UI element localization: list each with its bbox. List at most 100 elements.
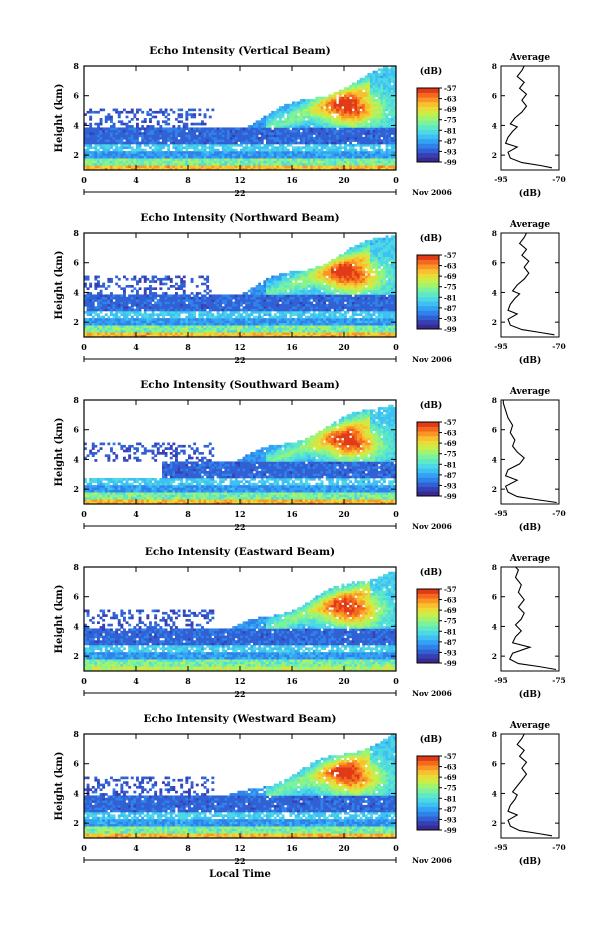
- heatmap-cell: [390, 106, 394, 109]
- heatmap-cell: [260, 129, 264, 133]
- heatmap-cell: [143, 136, 147, 140]
- heatmap-cell: [310, 334, 314, 338]
- heatmap-cell: [333, 127, 337, 131]
- heatmap-cell: [294, 313, 298, 317]
- heatmap-cell: [260, 329, 264, 333]
- heatmap-cell: [201, 122, 204, 126]
- heatmap-cell: [268, 303, 272, 307]
- heatmap-cell: [263, 167, 267, 171]
- heatmap-cell: [255, 134, 259, 138]
- heatmap-cell: [346, 103, 350, 107]
- heatmap-cell: [312, 139, 316, 142]
- heatmap-cell: [240, 332, 243, 335]
- heatmap-cell: [336, 165, 340, 168]
- heatmap-cell: [154, 127, 158, 131]
- heatmap-cell: [268, 153, 272, 157]
- heatmap-cell: [364, 77, 368, 81]
- heatmap-cell: [310, 285, 314, 288]
- heatmap-cell: [297, 329, 301, 333]
- heatmap-cell: [117, 332, 121, 335]
- heatmap-cell: [110, 306, 113, 309]
- heatmap-cell: [190, 115, 194, 119]
- heatmap-cell: [188, 165, 191, 168]
- heatmap-cell: [292, 148, 295, 152]
- heatmap-cell: [318, 136, 321, 140]
- heatmap-cell: [367, 106, 371, 109]
- heatmap-cell: [367, 132, 371, 135]
- heatmap-cell: [159, 277, 163, 281]
- heatmap-cell: [221, 148, 225, 152]
- heatmap-cell: [294, 301, 298, 305]
- heatmap-cell: [203, 155, 207, 159]
- heatmap-cell: [245, 144, 249, 147]
- heatmap-cell: [221, 144, 225, 147]
- heatmap-cell: [260, 122, 264, 126]
- heatmap-cell: [133, 303, 137, 307]
- heatmap-cell: [180, 301, 184, 305]
- heatmap-cell: [162, 144, 165, 147]
- heatmap-cell: [375, 165, 379, 168]
- heatmap-cell: [271, 306, 275, 309]
- heatmap-cell: [115, 162, 119, 166]
- heatmap-cell: [312, 270, 316, 274]
- heatmap-cell: [182, 139, 186, 142]
- heatmap-cell: [323, 167, 327, 171]
- heatmap-cell: [86, 146, 90, 150]
- heatmap-cell: [84, 162, 87, 166]
- heatmap-cell: [320, 110, 324, 114]
- heatmap-cell: [185, 148, 189, 152]
- heatmap-cell: [146, 306, 150, 309]
- heatmap-cell: [91, 136, 95, 140]
- heatmap-cell: [292, 285, 295, 288]
- heatmap-cell: [159, 332, 163, 335]
- heatmap-cell: [299, 318, 303, 321]
- heatmap-cell: [351, 89, 355, 93]
- heatmap-cell: [385, 82, 389, 86]
- heatmap-cell: [388, 77, 392, 81]
- heatmap-cell: [242, 315, 246, 319]
- heatmap-cell: [136, 322, 139, 326]
- heatmap-cell: [97, 282, 100, 286]
- heatmap-cell: [201, 275, 204, 279]
- heatmap-cell: [214, 296, 217, 300]
- heatmap-cell: [281, 322, 285, 326]
- heatmap-cell: [94, 151, 98, 154]
- heatmap-cell: [297, 165, 301, 168]
- heatmap-cell: [258, 148, 262, 152]
- heatmap-cell: [224, 315, 228, 319]
- heatmap-cell: [372, 148, 376, 152]
- heatmap-cell: [260, 322, 264, 326]
- heatmap-cell: [229, 299, 233, 302]
- heatmap-cell: [331, 153, 334, 157]
- heatmap-cell: [289, 141, 293, 145]
- heatmap-cell: [310, 322, 314, 326]
- heatmap-cell: [307, 148, 311, 152]
- heatmap-cell: [370, 101, 373, 105]
- heatmap-cell: [273, 308, 277, 312]
- heatmap-cell: [84, 139, 87, 142]
- heatmap-cell: [273, 120, 277, 124]
- heatmap-cell: [333, 92, 337, 95]
- heatmap-cell: [315, 289, 319, 293]
- heatmap-cell: [318, 115, 321, 119]
- heatmap-cell: [149, 315, 152, 319]
- heatmap-cell: [380, 125, 384, 128]
- heatmap-cell: [383, 75, 386, 79]
- heatmap-cell: [185, 311, 189, 314]
- heatmap-cell: [245, 165, 249, 168]
- heatmap-cell: [162, 167, 165, 171]
- heatmap-cell: [380, 151, 384, 154]
- heatmap-cell: [253, 329, 256, 333]
- heatmap-cell: [372, 84, 376, 88]
- heatmap-cell: [211, 134, 215, 138]
- heatmap-cell: [359, 158, 363, 161]
- heatmap-cell: [141, 332, 145, 335]
- heatmap-cell: [151, 136, 155, 140]
- heatmap-cell: [307, 118, 311, 121]
- heatmap-cell: [253, 306, 256, 309]
- heatmap-cell: [214, 303, 217, 307]
- heatmap-cell: [250, 308, 254, 312]
- heatmap-cell: [232, 320, 236, 324]
- heatmap-cell: [279, 132, 282, 135]
- heatmap-cell: [99, 118, 103, 121]
